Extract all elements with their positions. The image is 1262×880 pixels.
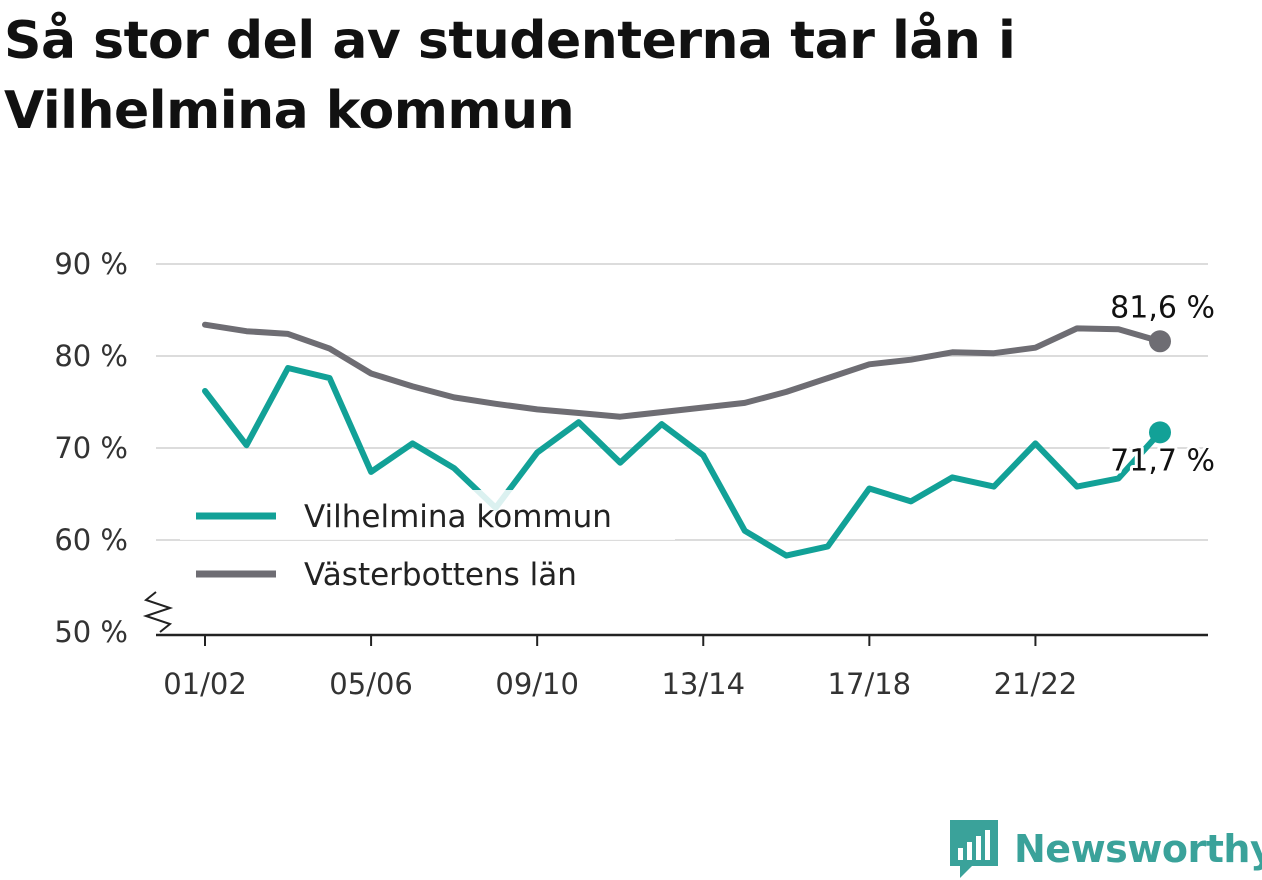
brand-name: Newsworthy (1014, 827, 1262, 871)
y-tick-label: 90 % (54, 247, 128, 281)
x-axis-ticks: 01/02 05/06 09/10 13/14 17/18 21/22 (163, 635, 1077, 701)
end-value-label: 81,6 % (1110, 290, 1215, 325)
x-axis (142, 591, 1208, 637)
x-tick-label: 17/18 (828, 667, 912, 701)
series-end-point (1149, 330, 1171, 353)
x-tick-label: 09/10 (495, 667, 579, 701)
series-group (202, 321, 1171, 559)
brand: Newsworthy (948, 818, 1262, 880)
axis-break-mark (142, 591, 174, 633)
legend-label: Vilhelmina kommun (304, 499, 612, 535)
y-tick-label: 60 % (54, 523, 128, 557)
series-line (202, 321, 1163, 420)
series-line (202, 365, 1163, 559)
newsworthy-logo-icon (950, 820, 998, 878)
x-tick-label: 01/02 (163, 667, 247, 701)
y-tick-label: 80 % (54, 339, 128, 373)
series-end-point (1149, 421, 1171, 444)
y-tick-label: 50 % (54, 615, 128, 649)
x-tick-label: 05/06 (329, 667, 413, 701)
end-value-label: 71,7 % (1110, 443, 1215, 478)
y-tick-label: 70 % (54, 431, 128, 465)
x-tick-label: 21/22 (994, 667, 1078, 701)
chart-title: Så stor del av studenterna tar lån i Vil… (4, 11, 1016, 141)
x-tick-label: 13/14 (661, 667, 745, 701)
legend: Vilhelmina kommun Västerbottens län (180, 490, 675, 593)
legend-label: Västerbottens län (304, 557, 577, 593)
end-labels: 81,6 % 71,7 % (1107, 287, 1218, 481)
y-axis-ticks: 50 % 60 % 70 % 80 % 90 % (54, 247, 128, 649)
